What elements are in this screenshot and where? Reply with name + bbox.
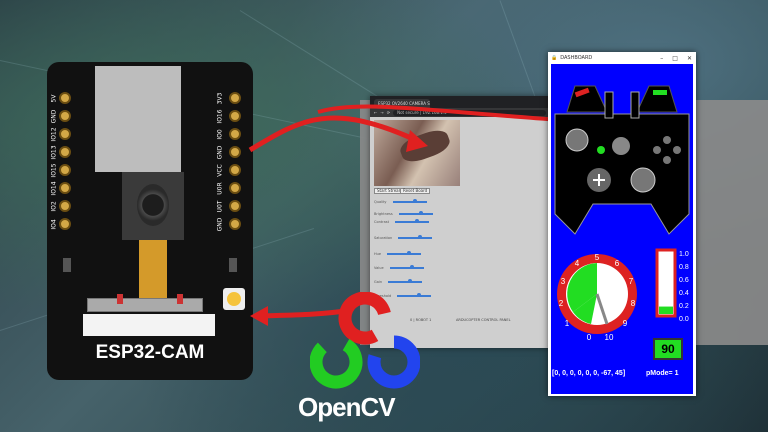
pmode-readout: pMode= 1 xyxy=(646,370,678,377)
level-tick: 0.0 xyxy=(679,316,689,323)
opencv-green-ring xyxy=(310,335,363,390)
level-tick: 0.4 xyxy=(679,290,689,297)
dial-number: 8 xyxy=(631,299,636,308)
dashboard-title: DASHBOARD xyxy=(560,55,592,61)
maximize-icon[interactable]: □ xyxy=(672,55,678,62)
dial-number: 3 xyxy=(561,277,566,286)
minimize-icon[interactable]: – xyxy=(660,55,663,62)
arrow-head xyxy=(406,130,428,152)
dashboard-window: 🔒 DASHBOARD – □ ✕ xyxy=(548,52,696,396)
array-readout: [0, 0, 0, 0, 0, 0, -67, 45] xyxy=(552,370,625,377)
arrow-to-browser xyxy=(250,118,420,150)
value-display: 90 xyxy=(653,338,683,360)
level-tick: 0.8 xyxy=(679,264,689,271)
dial-number: 0 xyxy=(587,333,592,342)
dial-number: 7 xyxy=(629,277,634,286)
level-tick: 1.0 xyxy=(679,251,689,258)
opencv-label: OpenCV xyxy=(298,392,395,423)
opencv-blue-ring xyxy=(374,342,414,382)
level-bar: 1.0 0.8 0.6 0.4 0.2 0.0 xyxy=(657,250,689,323)
level-tick: 0.2 xyxy=(679,303,689,310)
opencv-logo xyxy=(310,292,420,392)
dial-number: 5 xyxy=(595,253,600,262)
arrow-head xyxy=(250,306,268,326)
opencv-red-ring xyxy=(338,292,393,345)
dial-number: 6 xyxy=(615,259,620,268)
dial-number: 1 xyxy=(565,319,570,328)
gamepad-icon xyxy=(555,86,689,234)
dashboard-titlebar: 🔒 DASHBOARD – □ ✕ xyxy=(548,52,696,64)
close-icon[interactable]: ✕ xyxy=(687,55,692,62)
level-fill xyxy=(659,307,673,314)
level-tick: 0.6 xyxy=(679,277,689,284)
dial-number: 9 xyxy=(623,319,628,328)
dial-number: 10 xyxy=(605,333,614,342)
dial-number: 2 xyxy=(559,299,564,308)
dial-gauge: 5 6 7 8 9 10 0 1 2 3 4 xyxy=(557,253,637,342)
app-icon: 🔒 xyxy=(551,55,557,61)
dial-number: 4 xyxy=(575,259,580,268)
